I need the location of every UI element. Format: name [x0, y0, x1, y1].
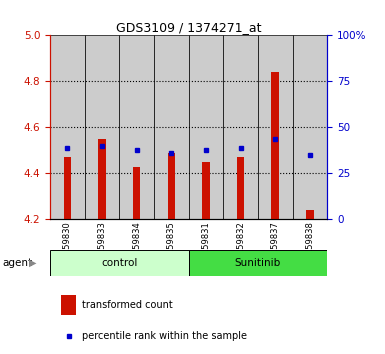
Bar	[258, 35, 293, 219]
Bar	[61, 295, 76, 315]
Text: control: control	[101, 258, 137, 268]
Bar	[271, 72, 279, 219]
Text: agent: agent	[2, 258, 32, 268]
Bar	[167, 153, 175, 219]
Text: Sunitinib: Sunitinib	[235, 258, 281, 268]
Bar	[202, 162, 210, 219]
Bar	[133, 167, 141, 219]
Text: transformed count: transformed count	[82, 300, 173, 310]
Bar	[189, 250, 327, 276]
Bar	[154, 35, 189, 219]
Bar	[189, 35, 223, 219]
Bar	[293, 35, 327, 219]
Bar	[223, 35, 258, 219]
Bar	[85, 35, 119, 219]
Bar	[119, 35, 154, 219]
Title: GDS3109 / 1374271_at: GDS3109 / 1374271_at	[116, 21, 261, 34]
Bar	[50, 35, 85, 219]
Text: ▶: ▶	[29, 258, 36, 268]
Bar	[50, 250, 189, 276]
Bar	[237, 157, 244, 219]
Bar	[306, 210, 314, 219]
Text: percentile rank within the sample: percentile rank within the sample	[82, 331, 247, 342]
Bar	[64, 157, 71, 219]
Bar	[98, 139, 106, 219]
